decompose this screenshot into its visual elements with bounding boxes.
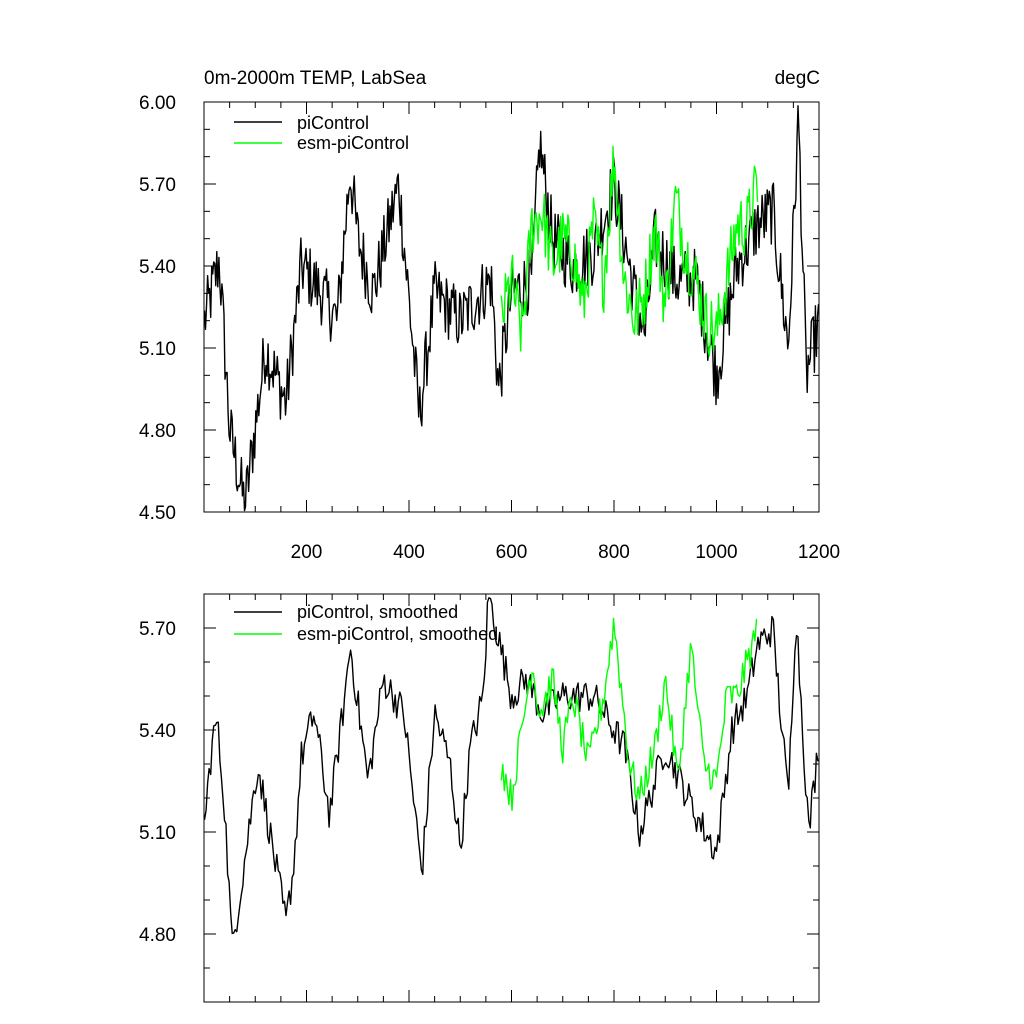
bottom-panel-series [203, 597, 819, 935]
bottom-y-tick-label: 5.70 [139, 619, 176, 640]
top-y-tick-label: 5.70 [139, 175, 176, 196]
legend-label-esm-picontrol-smoothed: esm-piControl, smoothed [297, 624, 498, 644]
legend-label-picontrol: piControl [297, 113, 369, 133]
top-y-tick-label: 4.50 [139, 503, 176, 524]
top-x-tick-label: 400 [393, 542, 425, 563]
top-panel-title: 0m-2000m TEMP, LabSea [204, 68, 427, 89]
bottom-panel-frame [203, 593, 820, 1003]
bottom-panel: 4.80 5.10 5.40 5.70 piControl, smoothed esm… [139, 593, 820, 1003]
top-x-tick-label: 200 [291, 542, 323, 563]
top-x-tick-label: 600 [496, 542, 528, 563]
top-panel-units: degC [775, 68, 820, 89]
top-y-tick-label: 6.00 [139, 93, 176, 114]
top-y-tick-label: 4.80 [139, 421, 176, 442]
legend-label-picontrol-smoothed: piControl, smoothed [297, 602, 458, 622]
bottom-y-tick-label: 4.80 [139, 925, 176, 946]
bottom-y-tick-label: 5.10 [139, 823, 176, 844]
legend-label-esm-picontrol: esm-piControl [297, 133, 409, 153]
bottom-y-tick-label: 5.40 [139, 721, 176, 742]
top-panel-frame [203, 101, 820, 513]
top-y-tick-label: 5.40 [139, 257, 176, 278]
bottom-panel-legend: piControl, smoothed esm-piControl, smoot… [234, 602, 498, 644]
top-panel-series [203, 105, 820, 512]
bottom-panel-ticks: 4.80 5.10 5.40 5.70 [139, 593, 820, 1003]
top-x-tick-label: 1200 [798, 542, 840, 563]
top-y-tick-label: 5.10 [139, 339, 176, 360]
top-panel-legend: piControl esm-piControl [234, 113, 409, 153]
series-line-esm-picontrol [500, 145, 759, 357]
top-panel-ticks: 200 400 600 800 1000 1200 4.50 4.80 5.10 5.40 5.70… [139, 93, 840, 563]
top-x-tick-label: 800 [598, 542, 630, 563]
series-line-esm-picontrol-smoothed [500, 617, 758, 812]
series-line-picontrol-smoothed [203, 597, 819, 935]
top-x-tick-label: 1000 [695, 542, 737, 563]
top-panel: 0m-2000m TEMP, LabSea degC 200 400 600 800 1… [139, 68, 840, 563]
